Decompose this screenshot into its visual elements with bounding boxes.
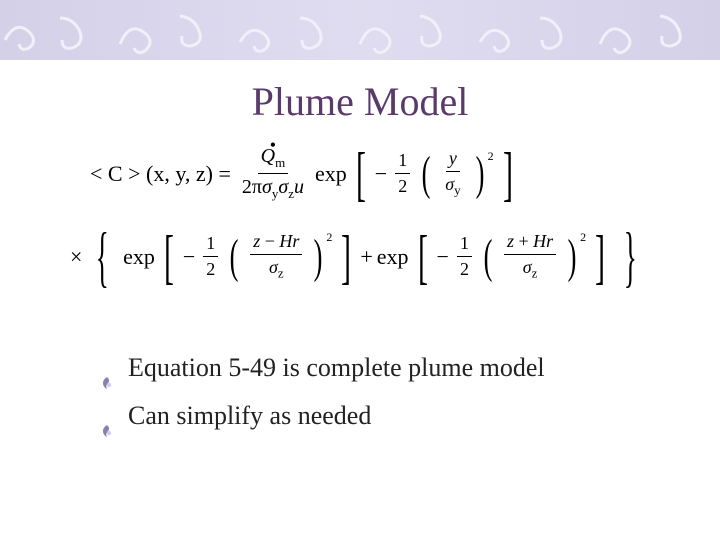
rbrace: }: [624, 226, 637, 287]
lbracket-2: [: [164, 230, 174, 284]
half-fraction-3: 1 2: [457, 233, 472, 280]
bullet-icon: [100, 361, 114, 375]
exp-3: exp: [377, 244, 409, 270]
plus-symbol: +: [360, 244, 372, 270]
lbracket-3: [: [418, 230, 428, 284]
rparen-2: ): [314, 235, 323, 278]
bullet-text: Can simplify as needed: [128, 395, 371, 437]
equation-line-1: < C > (x, y, z) = • Qm 2πσyσzu exp [ − 1…: [90, 145, 660, 202]
lparen-2: (: [230, 235, 239, 278]
times-symbol: ×: [70, 244, 82, 270]
decorative-banner: [0, 0, 720, 60]
bullet-text: Equation 5-49 is complete plume model: [128, 347, 545, 389]
half-fraction-1: 1 2: [395, 150, 410, 197]
rbracket-3: ]: [595, 230, 605, 284]
rparen-1: ): [475, 152, 484, 195]
half-fraction-2: 1 2: [203, 233, 218, 280]
banner-swirl-pattern: [0, 0, 720, 60]
main-fraction: • Qm 2πσyσzu: [239, 145, 307, 202]
lparen-3: (: [484, 235, 493, 278]
q-dot-symbol: • Qm: [261, 145, 286, 171]
bullet-list: Equation 5-49 is complete plume model Ca…: [100, 347, 640, 436]
lparen-1: (: [422, 152, 431, 195]
exp-1: exp: [315, 161, 347, 187]
exp-2: exp: [123, 244, 155, 270]
lbrace: {: [96, 226, 109, 287]
page-title: Plume Model: [0, 78, 720, 125]
rbracket-1: ]: [503, 147, 513, 201]
rbracket-2: ]: [341, 230, 351, 284]
y-sigma-fraction: y σy: [442, 148, 463, 199]
z-minus-hr-fraction: z − Hr σz: [250, 231, 302, 282]
equation-line-2: × { exp [ − 1 2 ( z − Hr σz ) 2 ] + exp …: [70, 226, 660, 287]
list-item: Equation 5-49 is complete plume model: [100, 347, 640, 389]
list-item: Can simplify as needed: [100, 395, 640, 437]
lbracket-1: [: [356, 147, 366, 201]
rparen-3: ): [568, 235, 577, 278]
z-plus-hr-fraction: z + Hr σz: [504, 231, 556, 282]
bullet-icon: [100, 409, 114, 423]
lhs-text: < C > (x, y, z) =: [90, 161, 231, 187]
equation-block: < C > (x, y, z) = • Qm 2πσyσzu exp [ − 1…: [90, 145, 660, 287]
